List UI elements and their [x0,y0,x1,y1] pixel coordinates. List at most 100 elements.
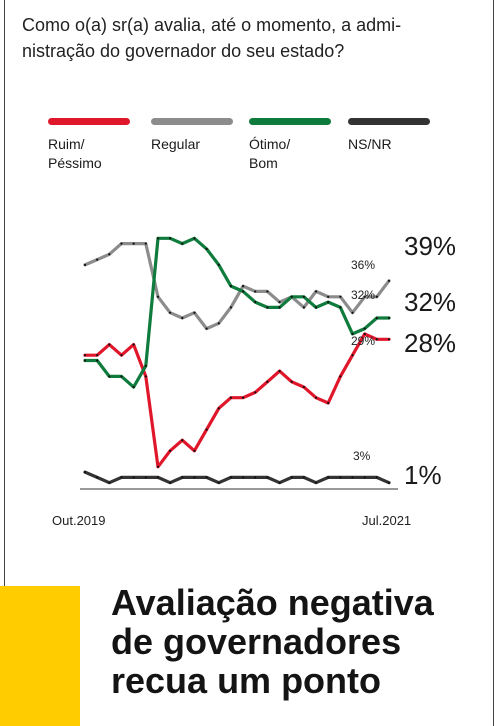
data-point-regular [181,316,184,320]
data-point-regular [327,295,330,298]
data-point-ruim-pessimo [351,354,354,357]
data-point-ns-nr [108,481,111,484]
data-point-otimo-bom [351,332,354,336]
data-point-ruim-pessimo [144,375,147,378]
data-point-ns-nr [290,476,293,479]
data-point-ns-nr [339,476,342,479]
line-chart: 36% 32% 29% 3% 39% 32% 28% 1% [80,231,456,490]
x-tick-label-start: Out.2019 [52,513,106,528]
data-point-otimo-bom [144,364,147,367]
data-point-otimo-bom [290,295,293,298]
data-label-last-poll: 36% [351,258,375,272]
data-point-otimo-bom [83,359,87,362]
data-point-otimo-bom [254,300,257,304]
legend-swatch-regular [151,118,233,125]
legend-label: Péssimo [48,155,102,171]
data-point-regular [278,300,281,304]
data-point-otimo-bom [169,237,172,240]
data-point-otimo-bom [193,237,196,240]
data-point-regular [120,242,123,245]
data-point-ns-nr [314,481,318,484]
data-point-regular [375,295,378,298]
data-point-ruim-pessimo [363,332,366,336]
data-point-regular [351,311,354,314]
data-point-ruim-pessimo [120,354,123,357]
data-point-ns-nr [169,481,172,484]
data-point-otimo-bom [120,375,123,378]
legend-label: Bom [249,155,278,171]
legend-item-ruim-pessimo: Ruim/ Péssimo [48,118,138,173]
data-point-otimo-bom [302,295,305,298]
data-point-regular [229,306,233,309]
data-point-otimo-bom [156,237,160,240]
headline-line-1: Avaliação negativa [111,582,434,623]
data-point-regular [302,306,305,309]
data-point-ns-nr [144,476,147,479]
question-line-1: Como o(a) sr(a) avalia, até o momento, a… [22,15,402,35]
data-label-last-poll: 3% [353,449,371,463]
data-point-otimo-bom [278,306,281,309]
data-label-last-poll: 32% [351,288,375,302]
data-point-ruim-pessimo [156,465,160,468]
accent-block [0,586,80,726]
headline: Avaliação negativa de governadores recua… [111,583,491,700]
end-value-label: 39% [404,231,456,261]
legend-swatch-ns-nr [348,118,430,125]
data-point-otimo-bom [96,359,99,362]
data-point-ns-nr [254,476,257,479]
data-point-ns-nr [241,476,245,479]
data-point-regular [266,290,269,293]
legend-label: Ótimo/ [249,136,291,152]
data-point-otimo-bom [229,285,233,288]
headline-line-3: recua um ponto [111,660,382,701]
data-point-regular [96,258,99,261]
data-point-ns-nr [363,476,366,479]
legend-item-otimo-bom: Ótimo/ Bom [249,118,339,173]
data-point-otimo-bom [181,242,184,245]
data-point-ruim-pessimo [339,375,342,378]
legend-label: Regular [151,136,201,152]
data-point-ruim-pessimo [229,396,233,399]
data-point-otimo-bom [339,306,342,309]
data-point-ruim-pessimo [132,343,135,346]
data-point-regular [132,242,135,245]
data-point-regular [314,290,318,293]
data-point-ruim-pessimo [314,396,318,399]
data-point-regular [144,242,147,245]
data-point-ns-nr [375,476,378,479]
series-line-ruim-pessimo [83,332,391,469]
data-point-regular [217,322,220,325]
data-point-ns-nr [387,481,391,484]
data-point-ns-nr [266,476,269,479]
series-line-regular [83,241,391,331]
data-point-ns-nr [229,476,233,479]
legend-item-regular: Regular [151,118,241,154]
end-value-label: 28% [404,328,456,358]
series-line-ns-nr [83,470,391,485]
end-value-label: 32% [404,287,456,317]
chart-legend: Ruim/ Péssimo Regular Ótimo/ Bom NS/NR [0,118,498,178]
data-point-otimo-bom [314,306,318,309]
headline-line-2: de governadores [111,621,402,662]
legend-label: Ruim/ [48,136,85,152]
question-line-2: nistração do governador do seu estado? [22,41,345,61]
data-point-otimo-bom [241,290,245,293]
data-point-ruim-pessimo [375,338,378,341]
data-point-ruim-pessimo [302,385,305,389]
data-point-ruim-pessimo [193,449,196,452]
data-point-ruim-pessimo [290,380,293,383]
data-point-ns-nr [96,476,99,479]
data-point-otimo-bom [363,327,366,330]
data-point-regular [193,311,196,314]
data-point-ruim-pessimo [169,449,172,452]
data-point-regular [83,263,87,266]
data-point-otimo-bom [327,300,330,304]
legend-label: NS/NR [348,136,392,152]
data-point-ruim-pessimo [327,401,330,405]
data-point-otimo-bom [387,316,391,320]
data-point-ruim-pessimo [241,396,245,399]
page-frame [4,0,494,726]
data-point-regular [363,295,366,298]
data-point-ruim-pessimo [266,380,269,383]
legend-item-ns-nr: NS/NR [348,118,438,154]
